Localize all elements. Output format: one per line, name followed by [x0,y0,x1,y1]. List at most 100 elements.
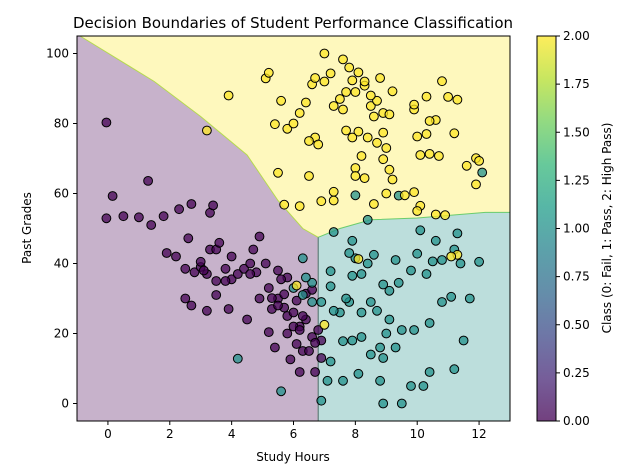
pass-point [322,375,333,386]
fail-point [220,276,231,286]
high-pass-point [471,179,481,190]
pass-point [418,381,429,391]
high-pass-point [291,280,302,291]
pass-point [347,235,358,246]
fail-point [174,204,185,215]
pass-point [449,364,460,375]
high-pass-point [304,171,314,181]
fail-point [211,290,222,300]
high-pass-point [434,151,444,161]
pass-point [372,305,382,316]
high-pass-point [369,111,379,122]
high-pass-point [310,73,321,83]
pass-point [356,332,367,342]
pass-point [406,265,416,276]
pass-point [424,318,435,328]
high-pass-point [384,164,395,175]
high-pass-point [313,139,324,150]
pass-point [350,190,361,201]
pass-point [325,266,336,277]
high-pass-point [282,123,293,134]
fail-point [248,244,259,255]
pass-point [325,281,336,292]
fail-point [171,251,181,262]
pass-point [424,367,435,377]
pass-point [356,307,367,318]
fail-point [101,213,112,224]
pass-point [378,279,389,290]
pass-point [437,255,447,265]
high-pass-point [421,91,432,102]
pass-point [356,269,367,279]
high-pass-point [356,151,367,161]
pass-point [341,293,352,304]
chart-title: Decision Boundaries of Student Performan… [73,14,513,32]
fail-point [291,295,302,306]
high-pass-point [412,131,423,142]
high-pass-point [381,143,392,153]
pass-point [415,225,426,236]
high-pass-point [294,108,305,118]
fail-region [77,36,319,421]
fail-point [118,211,129,222]
high-pass-point [474,156,485,166]
high-pass-point [461,160,472,171]
pass-point [301,272,311,283]
pass-point [378,353,389,363]
fail-point [294,367,305,377]
high-pass-point [440,210,451,221]
high-pass-point [301,97,311,108]
x-axis-label: Study Hours [256,450,330,464]
x-axis: 0 2 4 6 8 10 12 [104,421,487,441]
high-pass-point [341,125,352,136]
high-pass-point [437,76,447,87]
fail-point [208,200,219,211]
high-pass-point [325,68,336,79]
pass-point [347,270,358,281]
pass-point [297,253,308,264]
pass-point [347,335,358,346]
pass-point [446,291,457,302]
pass-point [365,297,376,307]
pass-point [328,227,339,237]
high-pass-point [288,118,299,129]
fail-point [273,265,283,276]
high-pass-point [372,137,382,148]
colorbar-ticks: 0.00 0.25 0.50 0.75 1.00 1.25 1.50 1.75 2.00 [556,29,590,428]
high-pass-point [452,94,463,105]
pass-point [393,277,404,288]
scatter-points [101,48,488,409]
high-pass-point [353,254,364,264]
fail-point [279,289,290,300]
high-pass-point [294,201,305,212]
fail-point [183,233,194,244]
pass-point [344,248,355,258]
colorbar-tick-label: 0.50 [563,318,590,332]
high-pass-point [387,86,398,97]
high-pass-point [338,104,348,115]
high-pass-point [316,196,327,207]
high-pass-point [415,150,426,160]
pass-point [276,386,287,397]
high-pass-point [202,125,212,136]
high-pass-point [399,190,410,201]
fail-high-pass-boundary [79,35,319,421]
high-pass-point [384,109,395,120]
fail-point [273,300,283,311]
fail-point [189,267,200,278]
fail-point [263,327,274,338]
y-tick-label: 0 [61,397,69,411]
x-tick-label: 4 [228,427,236,441]
y-axis: 0 20 40 60 80 100 [46,47,77,411]
fail-point [304,346,314,356]
pass-point [316,395,327,406]
fail-point [214,237,225,248]
fail-point [239,263,249,274]
high-pass-point [347,132,358,143]
fail-point [226,251,237,262]
fail-point [288,307,299,318]
pass-point [458,335,469,346]
high-pass-region [80,36,510,238]
fail-point [254,293,265,304]
